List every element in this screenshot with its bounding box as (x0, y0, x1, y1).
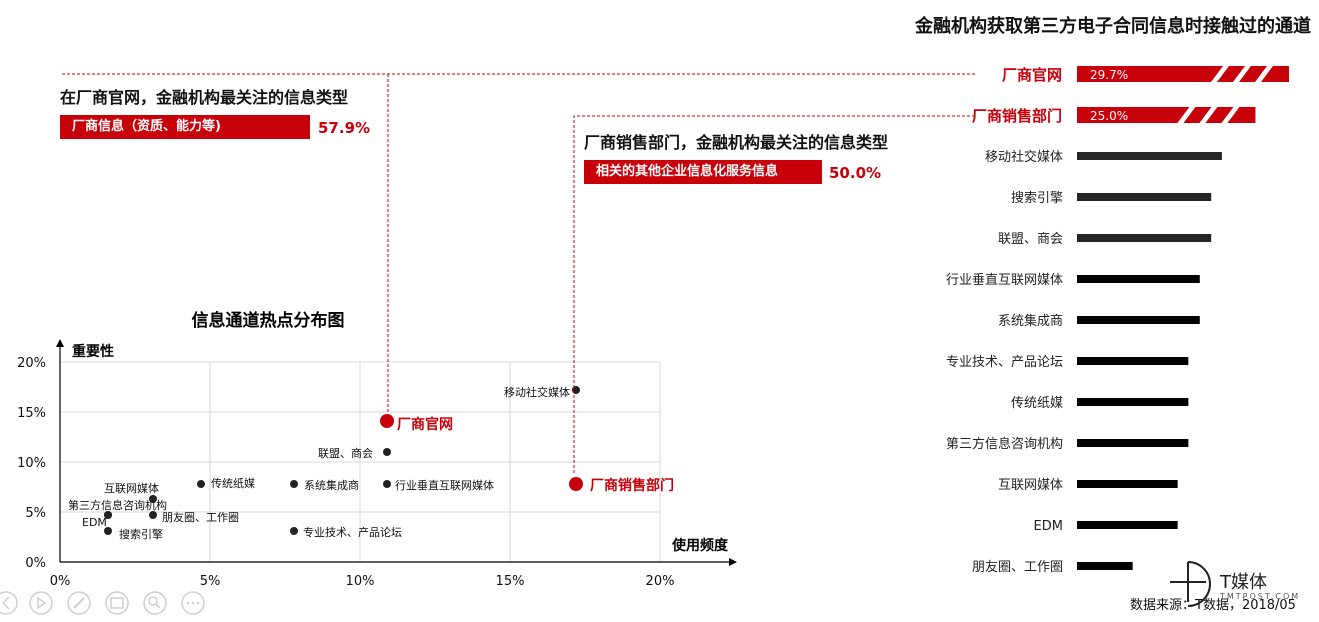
website-note-bar: 厂商信息（资质、能力等) (60, 115, 310, 139)
y-axis-label: 重要性 (72, 343, 114, 360)
channel-bar-label: 互联网媒体 (998, 478, 1063, 493)
x-tick-label: 5% (200, 574, 221, 589)
y-axis-arrow-icon (56, 339, 64, 347)
channel-bar (1077, 357, 1189, 365)
scatter-title: 信息通道热点分布图 (192, 310, 345, 331)
bar-stripe-icon (1177, 107, 1196, 123)
channel-bar (1077, 480, 1178, 488)
scatter-point (149, 511, 157, 519)
website-note-title: 在厂商官网，金融机构最关注的信息类型 (60, 88, 349, 107)
scatter-point-label: 系统集成商 (304, 478, 359, 492)
bar-stripe-icon (1255, 66, 1273, 82)
scatter-point (290, 527, 298, 535)
bar-stripe-icon (1199, 107, 1218, 123)
channel-bar-label: 联盟、商会 (998, 232, 1063, 247)
scatter-point-label: 传统纸媒 (211, 477, 255, 490)
connector-sales (573, 115, 975, 475)
viewer-toolbar (0, 590, 215, 618)
channel-bar-label: EDM (1034, 519, 1063, 534)
channel-bar-label: 移动社交媒体 (985, 149, 1063, 165)
x-tick-label: 10% (346, 574, 375, 589)
scatter-point-label: 专业技术、产品论坛 (303, 525, 402, 539)
scatter-point-label: 厂商官网 (397, 416, 453, 433)
y-tick-label: 20% (17, 356, 46, 371)
scatter-point-label: 厂商销售部门 (590, 477, 674, 494)
scatter-point-label: 移动社交媒体 (504, 385, 570, 399)
scatter-point-label: EDM (82, 516, 107, 529)
pen-icon[interactable] (67, 591, 91, 615)
x-tick-label: 15% (496, 574, 525, 589)
channel-bar-label: 朋友圈、工作圈 (972, 559, 1063, 575)
x-axis-arrow-icon (729, 558, 737, 566)
channel-bar-label: 专业技术、产品论坛 (946, 355, 1063, 370)
channel-bar (1077, 521, 1178, 529)
channel-bar (1077, 234, 1212, 242)
sales-note-value: 50.0% (829, 164, 882, 182)
bar-stripe-icon (1233, 66, 1251, 82)
scatter-point (383, 448, 391, 456)
y-tick-label: 0% (25, 556, 46, 571)
channel-bar-label: 传统纸媒 (1011, 396, 1063, 411)
scatter-point (104, 527, 112, 535)
channel-bar (1077, 439, 1189, 447)
logo-subtext: TMTPOST.COM (1220, 592, 1301, 601)
logo-mark-icon (1170, 561, 1211, 607)
channel-bar-label: 系统集成商 (998, 313, 1063, 329)
channel-bar (1077, 152, 1222, 160)
x-tick-label: 20% (646, 574, 675, 589)
scatter-point (380, 414, 394, 428)
channel-bar-value: 25.0% (1090, 109, 1128, 123)
channel-bar (1077, 193, 1212, 201)
x-axis-label: 使用频度 (671, 537, 729, 554)
more-icon[interactable] (181, 591, 205, 615)
tmedia-logo: T媒体 TMTPOST.COM (1168, 558, 1308, 607)
bar-stripe-icon (1221, 107, 1240, 123)
play-icon[interactable] (29, 591, 53, 615)
scatter-point (290, 480, 298, 488)
scatter-point-label: 互联网媒体 (104, 481, 159, 495)
y-tick-label: 15% (17, 406, 46, 421)
page-title: 金融机构获取第三方电子合同信息时接触过的通道 (915, 16, 1311, 37)
channel-bar-label: 搜索引擎 (1011, 191, 1063, 206)
scatter-point (572, 386, 580, 394)
channel-bar (1077, 316, 1200, 324)
channel-bar (1077, 398, 1189, 406)
scatter-point-label: 行业垂直互联网媒体 (395, 478, 494, 492)
logo-text: T媒体 (1220, 572, 1267, 593)
sales-note-title: 厂商销售部门，金融机构最关注的信息类型 (584, 133, 889, 152)
zoom-icon[interactable] (143, 591, 167, 615)
scatter-point-label: 第三方信息咨询机构 (68, 498, 167, 512)
website-note-value: 57.9% (318, 119, 371, 137)
y-tick-label: 10% (17, 456, 46, 471)
data-source-note: 数据来源：T数据，2018/05 (1130, 598, 1296, 613)
scatter-point-label: 联盟、商会 (318, 446, 373, 460)
slides-icon[interactable] (105, 591, 129, 615)
channel-bar-label: 第三方信息咨询机构 (946, 436, 1063, 452)
channel-bar-label: 厂商官网 (1002, 66, 1062, 84)
channel-bar (1077, 562, 1133, 570)
channel-bar-label: 行业垂直互联网媒体 (946, 273, 1063, 288)
channel-bar (1077, 275, 1200, 283)
channel-bar-value: 29.7% (1090, 68, 1128, 82)
y-tick-label: 5% (25, 506, 46, 521)
x-tick-label: 0% (50, 574, 71, 589)
prev-icon[interactable] (0, 591, 18, 615)
bar-stripe-icon (1211, 66, 1229, 82)
scatter-point-label: 朋友圈、工作圈 (162, 510, 239, 524)
channel-bar-label: 厂商销售部门 (972, 107, 1062, 125)
scatter-point (383, 480, 391, 488)
scatter-point (149, 495, 157, 503)
scatter-point-label: 搜索引擎 (119, 527, 163, 541)
scatter-point (104, 511, 112, 519)
sales-note-bar: 相关的其他企业信息化服务信息 (584, 160, 822, 184)
scatter-point (197, 480, 205, 488)
scatter-point (569, 477, 583, 491)
